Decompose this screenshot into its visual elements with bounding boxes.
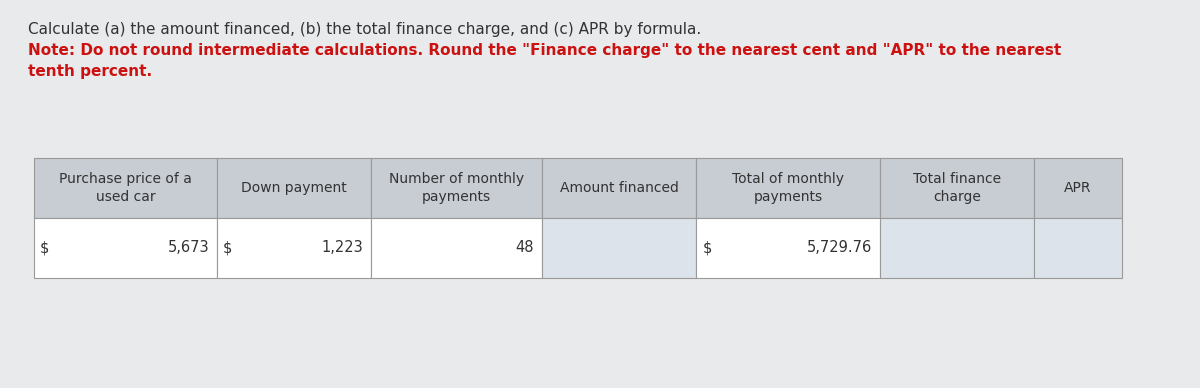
- Bar: [696, 158, 880, 218]
- Text: 48: 48: [516, 241, 534, 256]
- Text: $: $: [223, 241, 233, 256]
- Bar: [880, 158, 1034, 218]
- Text: 5,729.76: 5,729.76: [806, 241, 872, 256]
- Text: tenth percent.: tenth percent.: [28, 64, 152, 79]
- Text: Amount financed: Amount financed: [560, 181, 679, 195]
- Text: Number of monthly
payments: Number of monthly payments: [389, 172, 524, 204]
- Text: Down payment: Down payment: [241, 181, 347, 195]
- Text: 1,223: 1,223: [322, 241, 364, 256]
- Text: Note: Do not round intermediate calculations. Round the "Finance charge" to the : Note: Do not round intermediate calculat…: [28, 43, 1061, 58]
- Bar: [34, 218, 217, 278]
- Text: Purchase price of a
used car: Purchase price of a used car: [59, 172, 192, 204]
- Bar: [1034, 158, 1122, 218]
- Text: APR: APR: [1064, 181, 1092, 195]
- Bar: [371, 218, 542, 278]
- Bar: [542, 158, 696, 218]
- Text: $: $: [702, 241, 712, 256]
- Bar: [371, 158, 542, 218]
- Text: Total of monthly
payments: Total of monthly payments: [732, 172, 844, 204]
- Bar: [34, 158, 217, 218]
- Bar: [542, 218, 696, 278]
- Bar: [696, 218, 880, 278]
- Text: Calculate (a) the amount financed, (b) the total finance charge, and (c) APR by : Calculate (a) the amount financed, (b) t…: [28, 22, 701, 37]
- Bar: [1034, 218, 1122, 278]
- Text: 5,673: 5,673: [168, 241, 209, 256]
- Text: $: $: [40, 241, 49, 256]
- Bar: [217, 158, 371, 218]
- Bar: [217, 218, 371, 278]
- Bar: [880, 218, 1034, 278]
- Text: Total finance
charge: Total finance charge: [913, 172, 1001, 204]
